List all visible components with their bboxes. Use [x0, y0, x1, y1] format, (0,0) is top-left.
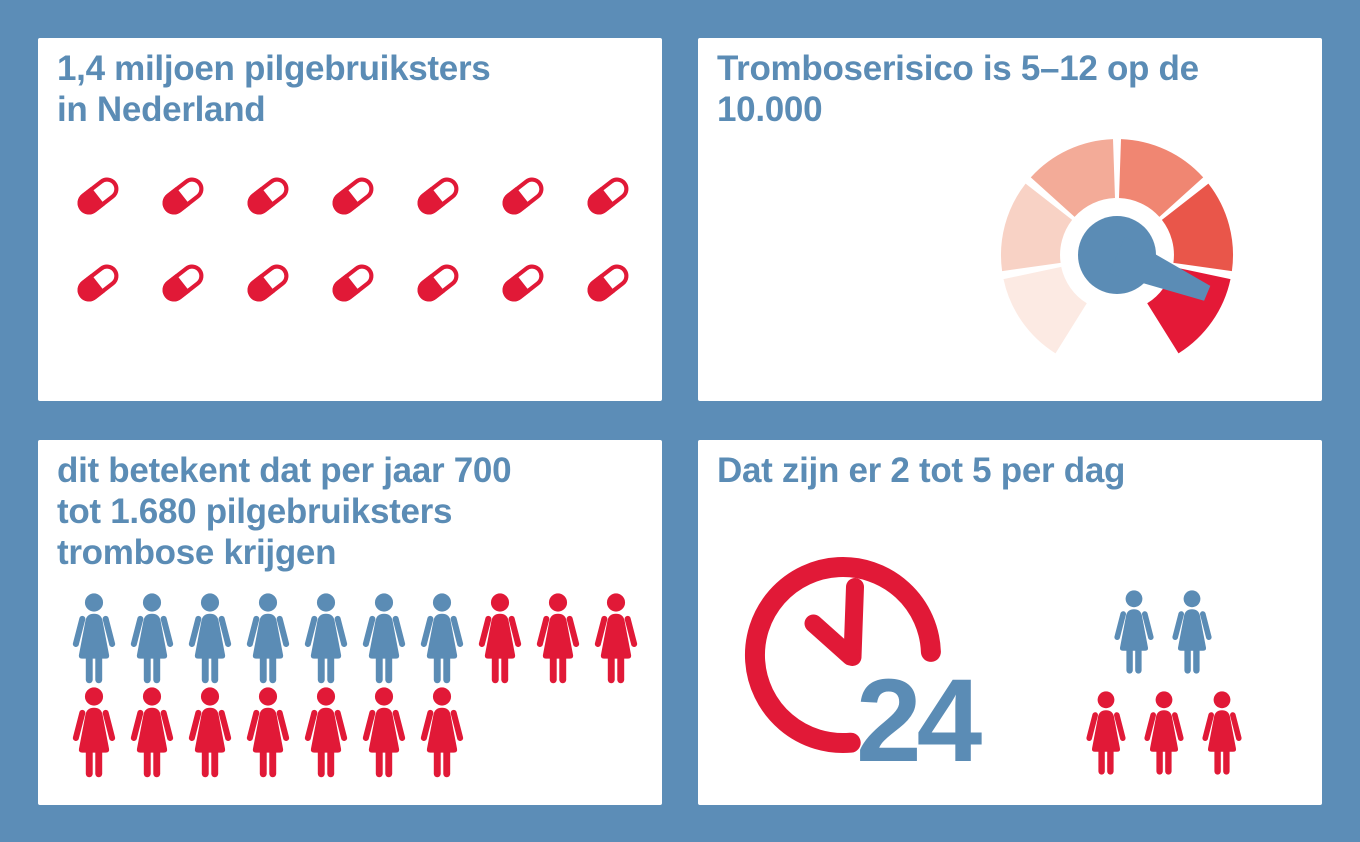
women-pictograph	[68, 593, 642, 782]
woman-icon-blue	[1114, 590, 1154, 674]
risk-gauge-icon	[1000, 139, 1234, 354]
pill-row	[72, 170, 634, 222]
woman-icon-blue	[130, 593, 174, 684]
pill-icon	[247, 264, 289, 302]
pill-icon	[77, 264, 119, 302]
women-row-blue	[1110, 590, 1216, 678]
woman-icon-red	[420, 687, 464, 778]
pill-icon	[417, 264, 459, 302]
woman-icon-red	[478, 593, 522, 684]
pill-icon	[502, 264, 544, 302]
pill-icon	[332, 177, 374, 215]
woman-icon-red	[188, 687, 232, 778]
pill-icon	[162, 177, 204, 215]
panel-thrombosis-risk: Tromboserisico is 5–12 op de 10.000	[698, 38, 1322, 401]
panel-per-day-title: Dat zijn er 2 tot 5 per dag	[717, 451, 1126, 490]
woman-icon-red	[72, 687, 116, 778]
woman-icon-red	[130, 687, 174, 778]
clock-24-label: 24	[856, 655, 982, 787]
panel-per-day: Dat zijn er 2 tot 5 per dag 24	[698, 440, 1322, 805]
woman-icon-red	[362, 687, 406, 778]
woman-icon-blue	[72, 593, 116, 684]
panel-pill-users-title: 1,4 miljoen pilgebruiksters in Nederland	[57, 49, 491, 129]
panel-pill-users: 1,4 miljoen pilgebruiksters in Nederland	[38, 38, 662, 401]
woman-icon-red	[1144, 691, 1184, 775]
woman-icon-blue	[362, 593, 406, 684]
gauge-segment-4	[1119, 139, 1204, 217]
gauge-segment-2	[1000, 183, 1073, 272]
woman-icon-red	[1086, 691, 1126, 775]
panel-per-year-title: dit betekent dat per jaar 700 tot 1.680 …	[57, 451, 512, 572]
pill-icon	[247, 177, 289, 215]
woman-icon-blue	[304, 593, 348, 684]
gauge-segment-5	[1161, 183, 1234, 272]
women-row	[68, 687, 642, 782]
gauge-segment-1	[1003, 266, 1087, 354]
woman-icon-blue	[1172, 590, 1212, 674]
pill-icon	[332, 264, 374, 302]
woman-icon-blue	[246, 593, 290, 684]
women-row-red	[1082, 691, 1246, 779]
woman-icon-red	[304, 687, 348, 778]
woman-icon-blue	[188, 593, 232, 684]
pill-icon	[162, 264, 204, 302]
woman-icon-red	[594, 593, 638, 684]
panel-thrombosis-risk-title: Tromboserisico is 5–12 op de 10.000	[717, 49, 1199, 129]
pill-icon	[417, 177, 459, 215]
gauge-needle	[1078, 216, 1211, 301]
woman-icon-red	[536, 593, 580, 684]
pill-icon	[502, 177, 544, 215]
pill-icon	[587, 264, 629, 302]
women-row	[68, 593, 642, 688]
pill-icon	[77, 177, 119, 215]
woman-icon-blue	[420, 593, 464, 684]
pill-icon	[587, 177, 629, 215]
gauge-segment-3	[1030, 139, 1115, 217]
woman-icon-red	[246, 687, 290, 778]
pill-row	[72, 257, 634, 309]
clock-24h-icon	[744, 557, 941, 754]
woman-icon-red	[1202, 691, 1242, 775]
panel-per-year: dit betekent dat per jaar 700 tot 1.680 …	[38, 440, 662, 805]
pill-pictograph	[72, 170, 634, 309]
